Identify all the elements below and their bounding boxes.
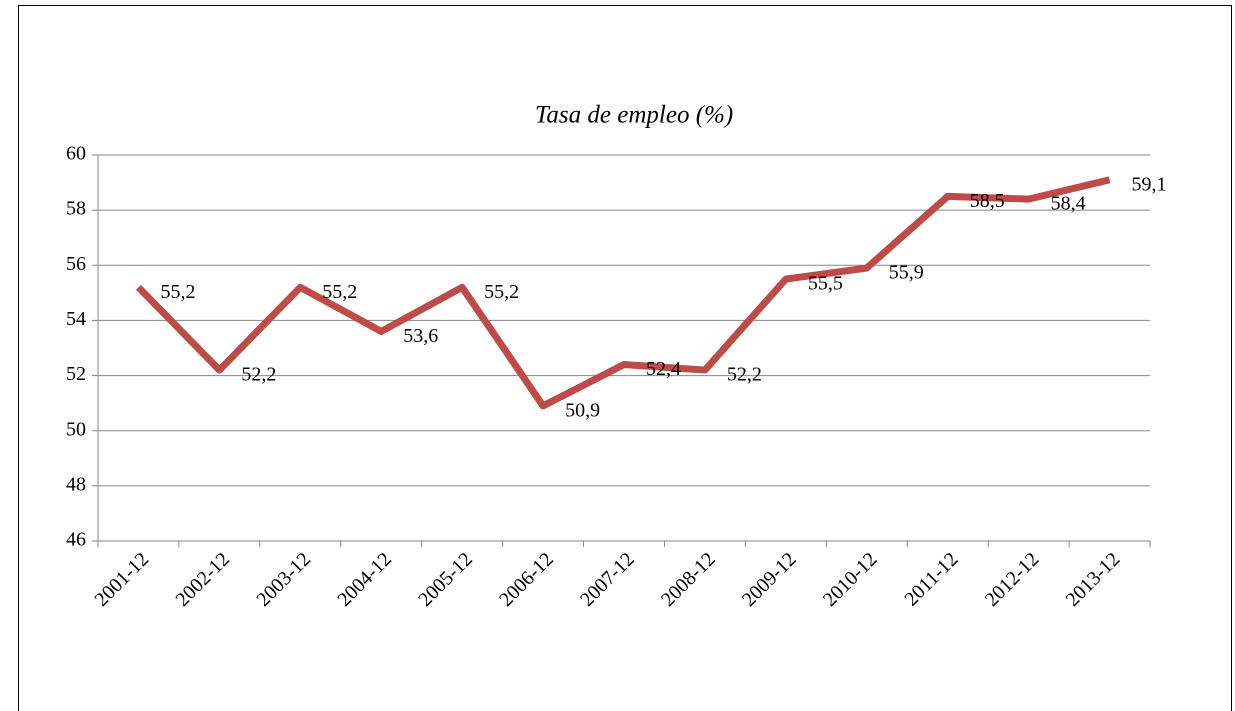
data-label: 58,4: [1051, 193, 1086, 215]
y-tick-label: 60: [66, 143, 86, 165]
data-label: 55,2: [160, 281, 195, 303]
data-label: 52,2: [241, 364, 276, 386]
x-tick-label: 2009-12: [738, 548, 801, 611]
data-label: 55,9: [889, 262, 924, 284]
x-tick-label: 2011-12: [900, 548, 962, 610]
data-label: 53,6: [403, 325, 438, 347]
x-tick-label: 2001-12: [91, 548, 154, 611]
y-tick-label: 56: [66, 253, 86, 275]
data-label: 55,2: [484, 281, 519, 303]
x-tick-label: 2012-12: [981, 548, 1044, 611]
y-tick-label: 52: [66, 363, 86, 385]
x-tick-label: 2005-12: [414, 548, 477, 611]
x-tick-label: 2006-12: [495, 548, 558, 611]
x-tick-label: 2002-12: [171, 548, 234, 611]
y-tick-label: 58: [66, 198, 86, 220]
y-tick-label: 46: [66, 529, 86, 551]
x-tick-label: 2008-12: [657, 548, 720, 611]
data-label: 50,9: [565, 399, 600, 421]
y-tick-label: 50: [66, 418, 86, 440]
chart-frame: [18, 5, 1232, 711]
data-line: [135, 176, 1111, 410]
data-label: 52,4: [646, 358, 681, 380]
x-tick-label: 2010-12: [819, 548, 882, 611]
y-tick-label: 48: [66, 473, 86, 495]
x-tick-label: 2004-12: [333, 548, 396, 611]
x-tick-label: 2003-12: [252, 548, 315, 611]
x-tick-label: 2013-12: [1062, 548, 1125, 611]
chart-title: Tasa de empleo (%): [535, 102, 733, 129]
data-label: 59,1: [1132, 173, 1167, 195]
y-tick-label: 54: [66, 308, 86, 330]
data-label: 52,2: [727, 364, 762, 386]
data-label: 55,5: [808, 273, 843, 295]
x-tick-label: 2007-12: [576, 548, 639, 611]
data-label: 58,5: [970, 190, 1005, 212]
data-label: 55,2: [322, 281, 357, 303]
